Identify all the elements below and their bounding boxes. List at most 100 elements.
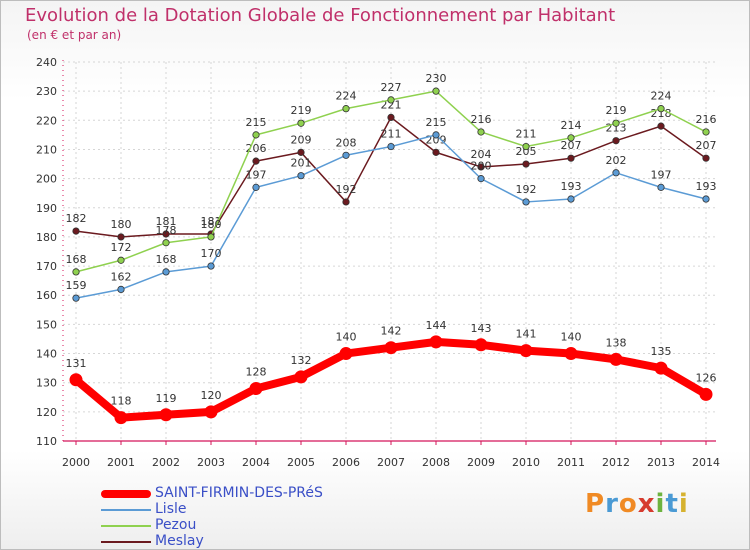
- data-point: [522, 142, 530, 151]
- data-label: 168: [66, 253, 87, 266]
- y-tick-label: 190: [36, 202, 57, 215]
- data-label: 205: [516, 145, 537, 158]
- data-label: 172: [111, 241, 132, 254]
- data-point: [162, 230, 170, 238]
- data-point: [477, 128, 485, 136]
- data-point: [702, 195, 710, 203]
- data-point: [474, 338, 488, 352]
- data-label: 219: [606, 104, 627, 117]
- data-label: 180: [201, 218, 222, 231]
- data-point: [72, 227, 80, 235]
- data-point: [162, 268, 170, 276]
- x-tick-label: 2001: [107, 456, 135, 469]
- data-label: 214: [561, 119, 582, 132]
- data-label: 126: [696, 371, 717, 384]
- y-tick-label: 180: [36, 231, 57, 244]
- data-label: 143: [471, 322, 492, 335]
- legend-label: Meslay: [155, 533, 204, 549]
- x-tick-label: 2008: [422, 456, 450, 469]
- data-point: [387, 113, 395, 121]
- data-label: 197: [246, 168, 267, 181]
- y-tick-label: 150: [36, 318, 57, 331]
- y-tick-label: 130: [36, 377, 57, 390]
- data-label: 182: [66, 212, 87, 225]
- data-point: [339, 347, 353, 361]
- data-point: [612, 137, 620, 145]
- data-label: 200: [471, 160, 492, 173]
- logo-letter: o: [618, 489, 638, 519]
- x-tick-label: 2002: [152, 456, 180, 469]
- data-point: [654, 361, 668, 375]
- logo-letter: t: [665, 489, 679, 519]
- data-label: 215: [246, 116, 267, 129]
- x-tick-label: 2009: [467, 456, 495, 469]
- data-point: [207, 262, 215, 270]
- data-point: [342, 151, 350, 159]
- data-label: 202: [606, 154, 627, 167]
- y-tick-label: 120: [36, 406, 57, 419]
- data-point: [162, 239, 170, 247]
- data-point: [429, 335, 443, 349]
- data-point: [432, 131, 440, 139]
- data-point: [564, 347, 578, 361]
- data-point: [432, 87, 440, 95]
- data-point: [114, 411, 128, 425]
- legend-swatch: [101, 541, 151, 543]
- data-label: 141: [516, 328, 537, 341]
- data-label: 193: [561, 180, 582, 193]
- data-label: 140: [561, 331, 582, 344]
- data-point: [117, 256, 125, 264]
- data-point: [72, 268, 80, 276]
- x-tick-label: 2007: [377, 456, 405, 469]
- x-tick-label: 2005: [287, 456, 315, 469]
- data-label: 224: [336, 90, 357, 103]
- line-chart: 110 120 130 140 150 160 170 180 190 200 210 220 230 2…: [36, 56, 720, 469]
- data-point: [567, 195, 575, 203]
- data-label: 128: [246, 366, 267, 379]
- data-point: [387, 142, 395, 151]
- data-point: [699, 387, 713, 401]
- data-point: [342, 105, 350, 113]
- x-tick-label: 2010: [512, 456, 540, 469]
- data-point: [297, 172, 305, 180]
- y-tick-label: 240: [36, 56, 57, 69]
- data-label: 132: [291, 354, 312, 367]
- data-label: 192: [336, 183, 357, 196]
- y-tick-label: 220: [36, 114, 57, 127]
- data-label: 138: [606, 336, 627, 349]
- data-label: 219: [291, 104, 312, 117]
- data-point: [384, 341, 398, 355]
- data-point: [522, 160, 530, 168]
- data-point: [117, 285, 125, 293]
- legend-label: SAINT-FIRMIN-DES-PRéS: [155, 485, 323, 501]
- data-label: 207: [696, 139, 717, 152]
- data-point: [657, 105, 665, 113]
- data-label: 140: [336, 331, 357, 344]
- logo-letter: i: [655, 489, 666, 519]
- data-point: [297, 148, 305, 156]
- data-point: [297, 119, 305, 127]
- data-label: 131: [66, 357, 87, 370]
- x-tick-label: 2000: [62, 456, 90, 469]
- data-point: [204, 405, 218, 419]
- data-point: [159, 408, 173, 422]
- x-tick-label: 2014: [692, 456, 720, 469]
- legend-swatch: [101, 509, 151, 511]
- chart-title: Evolution de la Dotation Globale de Fonc…: [25, 5, 616, 26]
- y-tick-label: 140: [36, 348, 57, 361]
- legend-swatch: [101, 490, 151, 498]
- data-point: [612, 169, 620, 177]
- data-label: 144: [426, 319, 447, 332]
- data-label: 193: [696, 180, 717, 193]
- data-point: [72, 294, 80, 302]
- data-label: 192: [516, 183, 537, 196]
- data-point: [294, 370, 308, 384]
- data-label: 201: [291, 157, 312, 170]
- data-label: 119: [156, 392, 177, 405]
- data-point: [522, 198, 530, 206]
- x-tick-label: 2013: [647, 456, 675, 469]
- x-tick-label: 2003: [197, 456, 225, 469]
- data-label: 181: [156, 215, 177, 228]
- x-tick-label: 2004: [242, 456, 270, 469]
